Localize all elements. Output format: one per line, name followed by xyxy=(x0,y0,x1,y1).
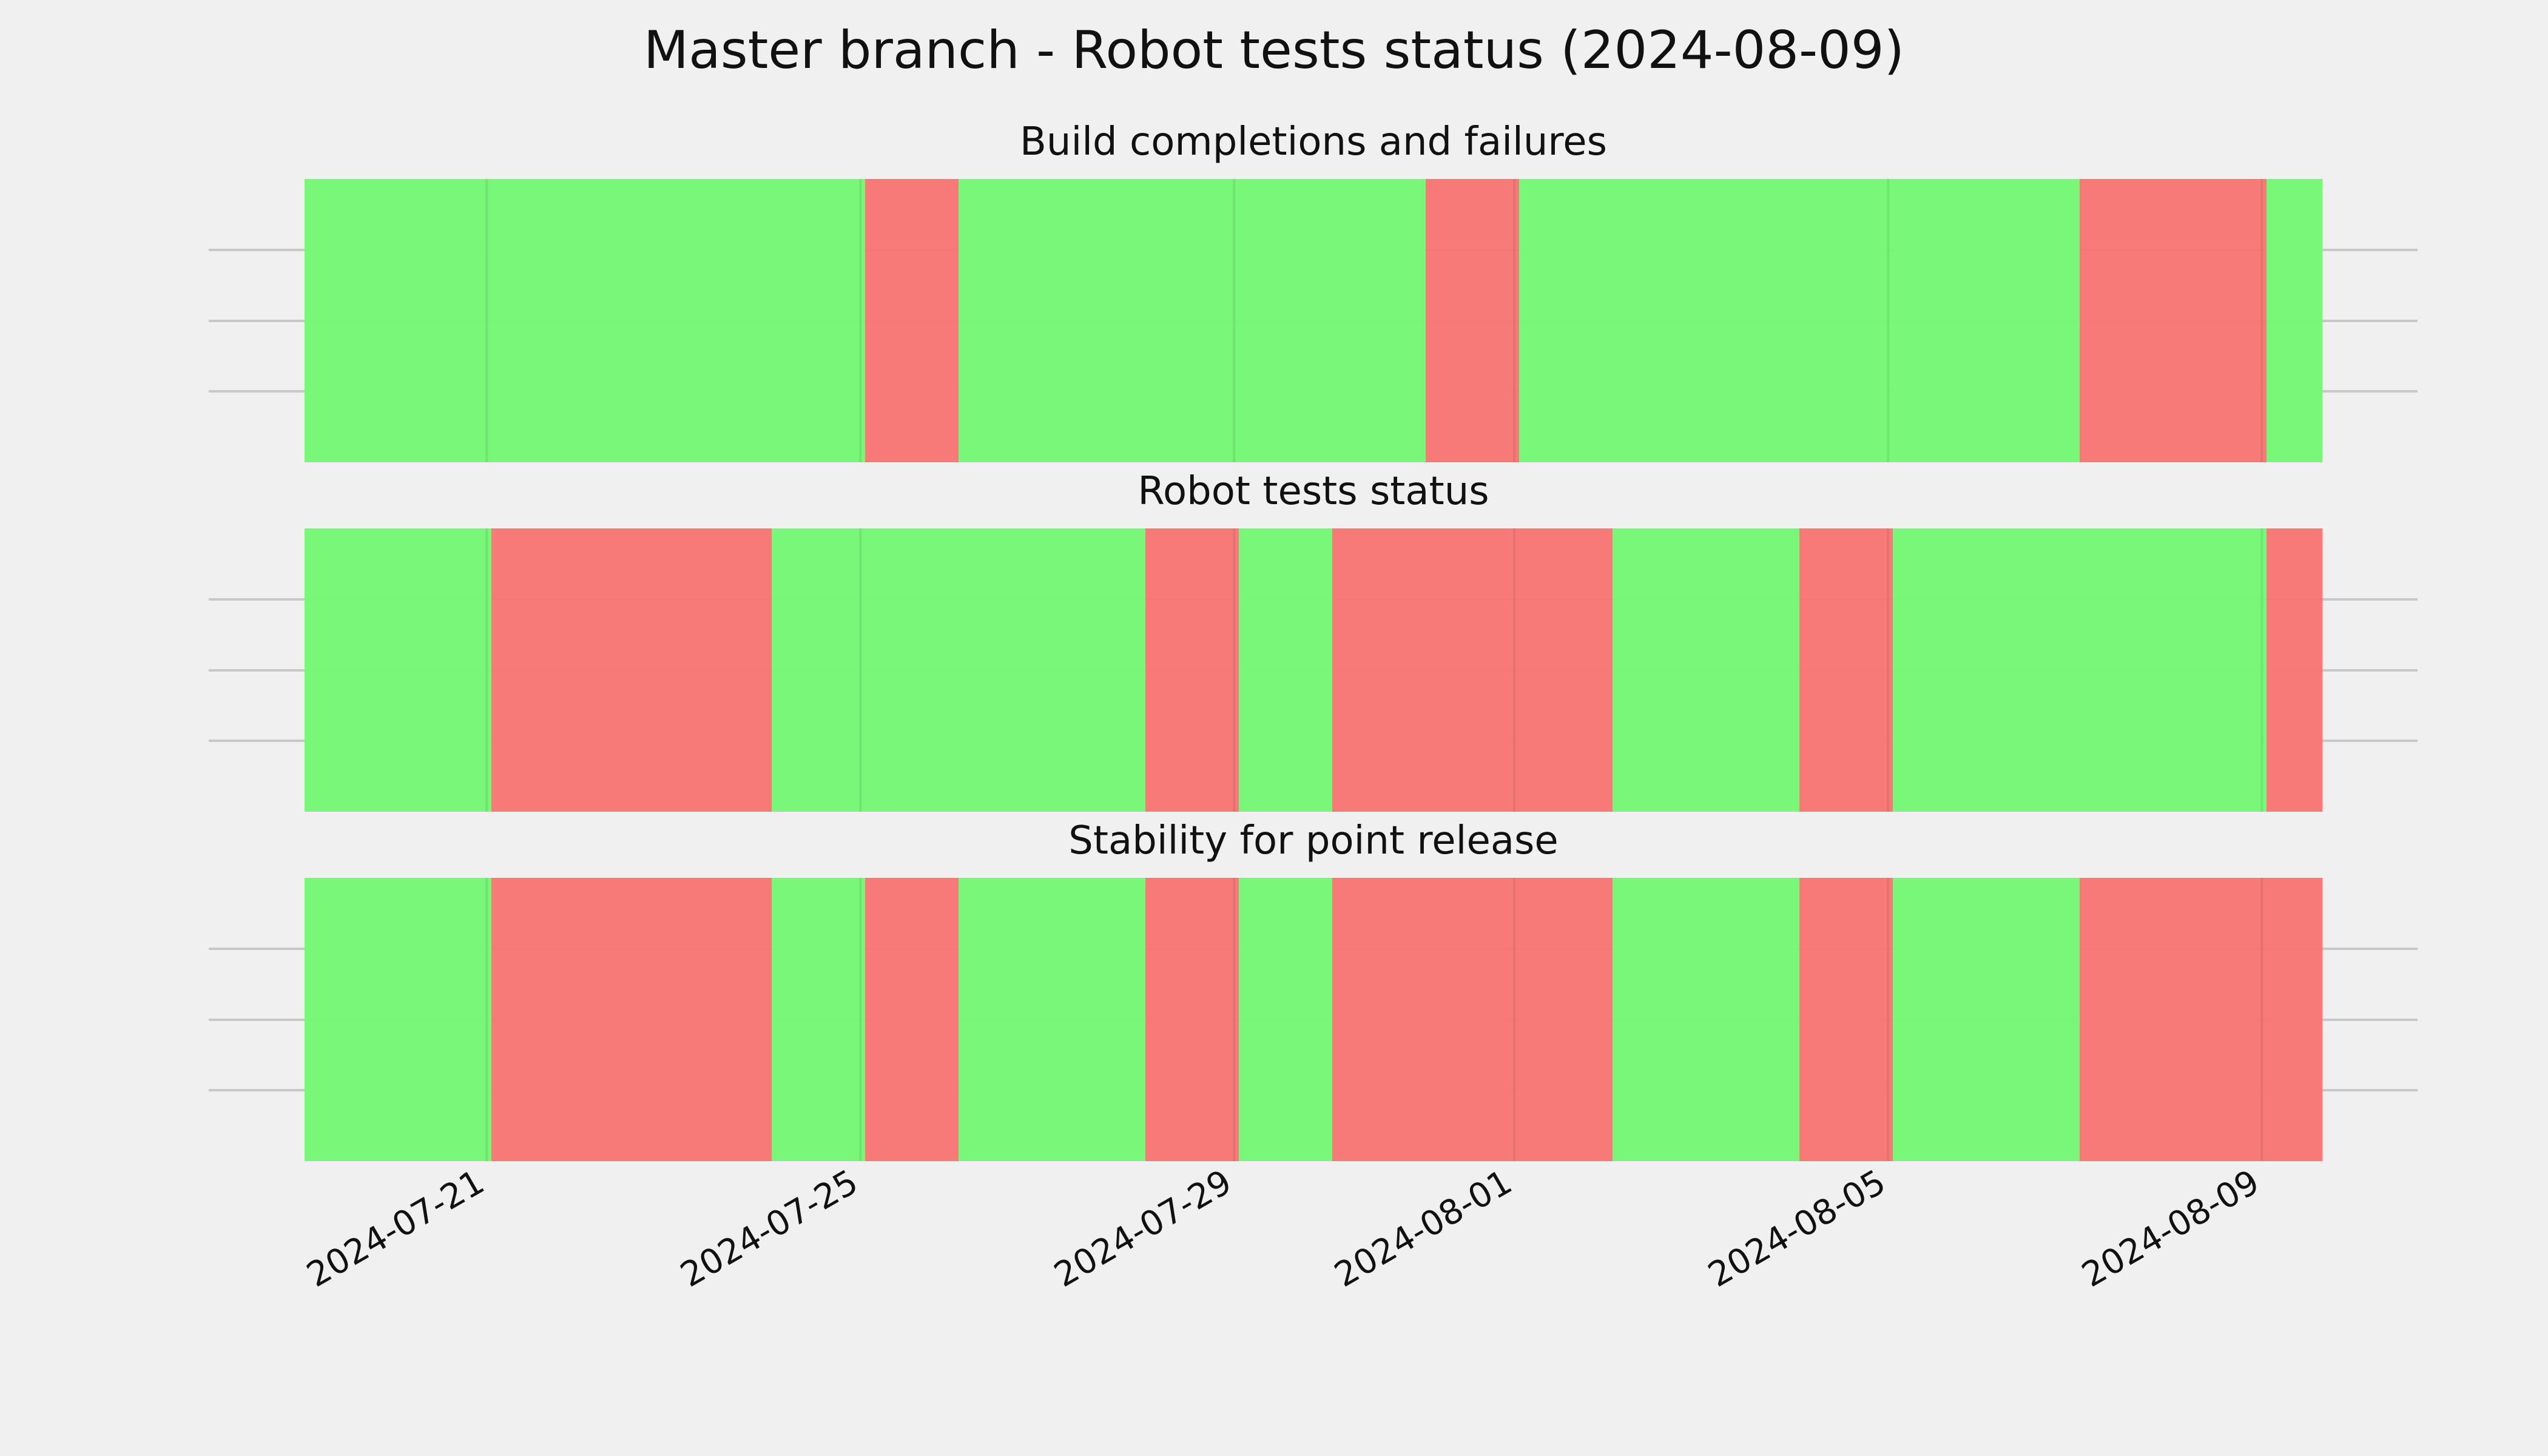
x-tick-label: 2024-08-05 xyxy=(1702,1162,1892,1295)
status-segment-pass xyxy=(772,528,1145,812)
status-segment-fail xyxy=(2080,878,2323,1161)
x-tick-label: 2024-08-01 xyxy=(1328,1162,1518,1295)
status-segment-fail xyxy=(491,528,772,812)
status-segment-fail xyxy=(1332,878,1613,1161)
status-segment-pass xyxy=(1239,878,1332,1161)
x-tick-label: 2024-08-09 xyxy=(2075,1162,2266,1295)
x-axis: 2024-07-21 2024-07-25 2024-07-29 2024-08-01… xyxy=(300,1162,2266,1295)
panel-title: Stability for point release xyxy=(1068,818,1559,863)
status-segment-pass xyxy=(959,179,1426,462)
status-segment-fail xyxy=(1145,878,1239,1161)
status-segment-fail xyxy=(491,878,772,1161)
status-segment-fail xyxy=(865,179,959,462)
panels: Build completions and failures Robot test… xyxy=(209,120,2418,1161)
status-segment-fail xyxy=(2080,179,2267,462)
status-segment-fail xyxy=(1799,878,1893,1161)
status-segment-fail xyxy=(2267,528,2323,812)
x-tick-label: 2024-07-21 xyxy=(300,1162,491,1295)
x-tick-label: 2024-07-25 xyxy=(674,1162,864,1295)
panel-3: Stability for point release xyxy=(209,818,2418,1161)
status-segment-pass xyxy=(1893,528,2267,812)
status-segment-pass xyxy=(305,179,865,462)
status-segment-pass xyxy=(1613,878,1799,1161)
status-segment-fail xyxy=(1426,179,1519,462)
status-segment-pass xyxy=(1519,179,2080,462)
status-segment-fail xyxy=(1145,528,1239,812)
panel-title: Build completions and failures xyxy=(1020,120,1607,164)
panel-title: Robot tests status xyxy=(1138,469,1489,514)
status-segment-pass xyxy=(305,878,491,1161)
status-segment-pass xyxy=(1893,878,2080,1161)
panel-2: Robot tests status xyxy=(209,469,2418,812)
x-tick-label: 2024-07-29 xyxy=(1048,1162,1238,1295)
chart-title: Master branch - Robot tests status (2024… xyxy=(644,20,1904,81)
panel-1: Build completions and failures xyxy=(209,120,2418,462)
status-segment-pass xyxy=(305,528,491,812)
status-segment-pass xyxy=(772,878,865,1161)
status-segment-fail xyxy=(1332,528,1613,812)
status-segment-fail xyxy=(1799,528,1893,812)
status-segment-pass xyxy=(1239,528,1332,812)
status-segment-pass xyxy=(1613,528,1799,812)
status-segment-fail xyxy=(865,878,959,1161)
status-segment-pass xyxy=(959,878,1145,1161)
status-segment-pass xyxy=(2267,179,2323,462)
